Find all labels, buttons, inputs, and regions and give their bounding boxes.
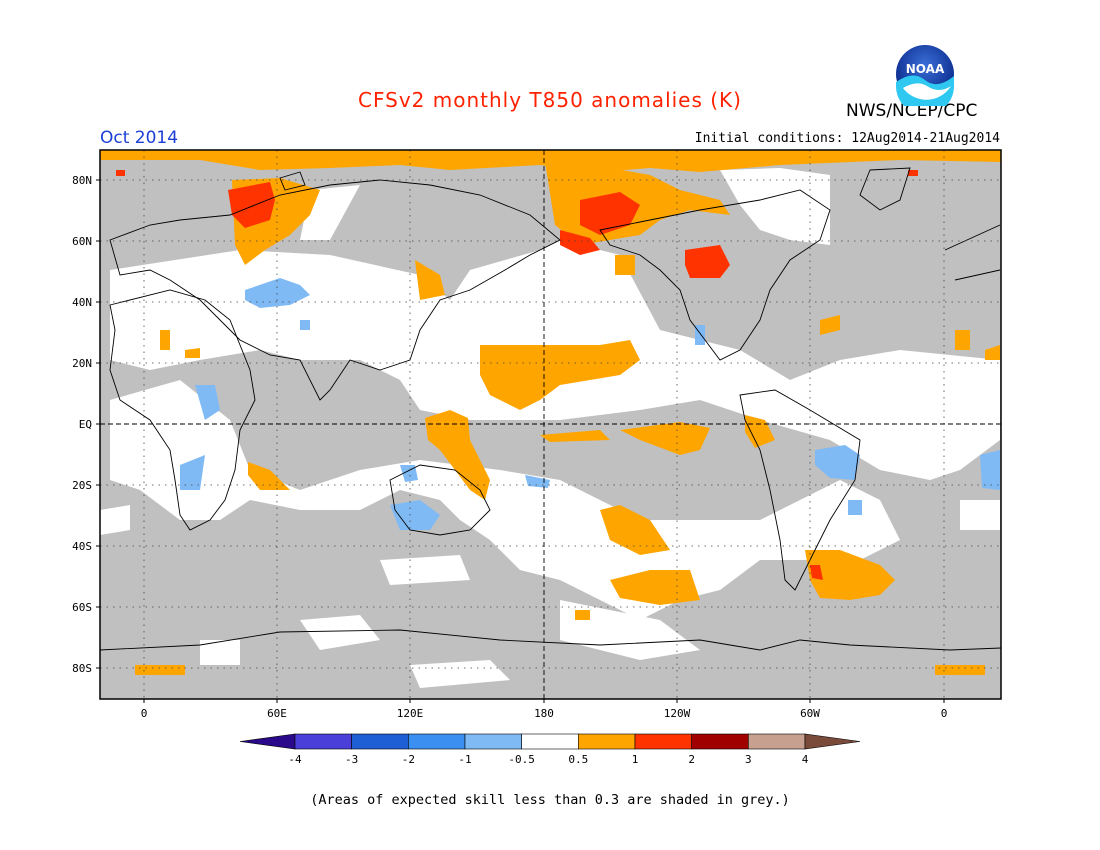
colorbar-label: 4 — [802, 753, 809, 766]
lat-label: 80S — [72, 662, 92, 675]
coastlines — [100, 167, 1001, 651]
longitude-labels: 0 60E 120E 180 120W 60W 0 — [141, 707, 948, 720]
lat-label: 60N — [72, 235, 92, 248]
lon-label: 120E — [397, 707, 424, 720]
colorbar-segment — [408, 733, 466, 750]
colorbar-label: -1 — [458, 753, 471, 766]
map-plot-area — [100, 150, 1001, 699]
colorbar-label: 2 — [688, 753, 695, 766]
equator-dateline — [100, 150, 1001, 699]
lat-label: 60S — [72, 601, 92, 614]
noaa-logo-text: NOAA — [906, 62, 945, 76]
colorbar-segment — [748, 733, 806, 750]
colorbar-label: 3 — [745, 753, 752, 766]
lat-label: 20S — [72, 479, 92, 492]
initial-conditions: Initial conditions: 12Aug2014-21Aug2014 — [694, 131, 1000, 146]
forecast-month: Oct 2014 — [100, 128, 179, 148]
graticule — [100, 150, 1001, 699]
colorbar-segment — [294, 733, 352, 750]
colorbar-max-arrow — [804, 733, 861, 750]
colorbar-segment — [578, 733, 636, 750]
lat-label: 40S — [72, 540, 92, 553]
colorbar-segment — [634, 733, 692, 750]
lon-label: 180 — [534, 707, 554, 720]
colorbar-segment — [521, 733, 579, 750]
lon-label: 60E — [267, 707, 287, 720]
colorbar-label: -0.5 — [508, 753, 535, 766]
colorbar-label: -2 — [402, 753, 415, 766]
lon-label: 60W — [800, 707, 820, 720]
colorbar-label: -4 — [288, 753, 302, 766]
lon-label: 120W — [664, 707, 691, 720]
noaa-logo: NOAA — [894, 43, 956, 106]
lat-label: EQ — [79, 418, 92, 431]
axis-ticks — [96, 179, 945, 703]
lat-label: 20N — [72, 357, 92, 370]
colorbar-min-arrow — [239, 733, 296, 750]
colorbar-label: 1 — [632, 753, 639, 766]
colorbar-segment — [464, 733, 522, 750]
map-title: CFSv2 monthly T850 anomalies (K) — [358, 88, 742, 112]
colorbar-segment — [351, 733, 409, 750]
strong-positive-regions — [116, 170, 918, 580]
lon-label: 0 — [941, 707, 948, 720]
colorbar: -4 -3 -2 -1 -0.5 0.5 1 2 3 4 — [239, 733, 861, 766]
colorbar-label: 0.5 — [568, 753, 588, 766]
skill-footnote: (Areas of expected skill less than 0.3 a… — [310, 792, 790, 808]
lat-label: 40N — [72, 296, 92, 309]
negative-anomaly-regions — [180, 278, 1000, 530]
org-label: NWS/NCEP/CPC — [846, 101, 978, 121]
lon-label: 0 — [141, 707, 148, 720]
latitude-labels: 80N 60N 40N 20N EQ 20S 40S 60S 80S — [72, 174, 92, 675]
colorbar-segment — [691, 733, 749, 750]
lat-label: 80N — [72, 174, 92, 187]
colorbar-label: -3 — [345, 753, 358, 766]
